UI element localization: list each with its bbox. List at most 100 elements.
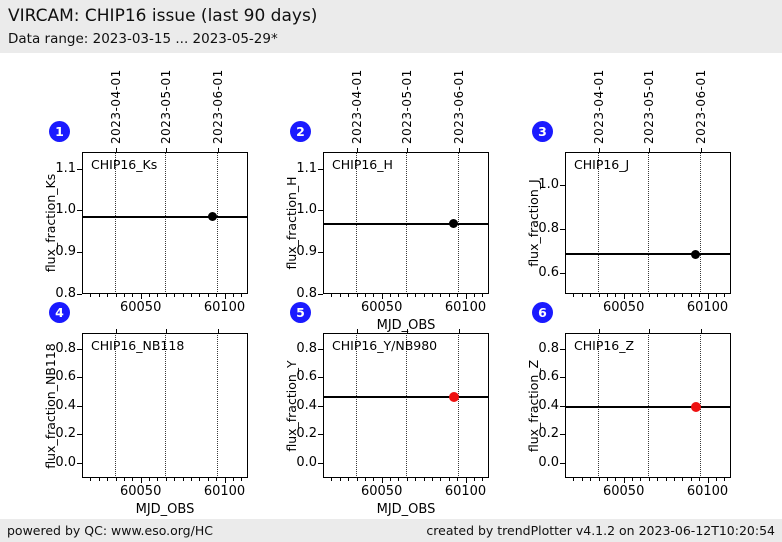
data-point — [448, 391, 459, 402]
y-major-tick — [560, 463, 565, 464]
page-title: VIRCAM: CHIP16 issue (last 90 days) — [8, 6, 318, 26]
y-tick-label: 0.9 — [296, 244, 317, 260]
date-tick-label: 2023-06-01 — [451, 69, 466, 144]
x-minor-tick — [673, 478, 675, 481]
top-date-tick — [115, 329, 117, 333]
x-minor-tick — [431, 478, 433, 481]
x-minor-tick — [665, 478, 667, 481]
x-minor-tick — [690, 294, 692, 297]
y-major-tick — [560, 229, 565, 231]
y-major-tick — [77, 463, 82, 464]
top-date-tick — [700, 329, 702, 333]
x-minor-tick — [415, 478, 417, 481]
x-minor-tick — [423, 294, 425, 297]
x-tick-label: 60100 — [686, 484, 729, 499]
x-tick-label: 60050 — [119, 300, 162, 315]
x-major-tick — [623, 294, 625, 299]
x-minor-tick — [190, 478, 192, 481]
x-minor-tick — [364, 478, 366, 481]
x-minor-tick — [431, 294, 433, 297]
x-minor-tick — [473, 478, 475, 481]
x-minor-tick — [98, 294, 100, 297]
top-date-tick — [356, 329, 358, 333]
y-axis-label: flux_fraction_J — [526, 179, 541, 267]
x-tick-label: 60100 — [444, 484, 487, 499]
y-tick-label: 0.2 — [296, 426, 317, 442]
x-major-tick — [224, 294, 226, 299]
y-axis-label: flux_fraction_Ks — [43, 173, 58, 273]
x-minor-tick — [615, 478, 617, 481]
x-minor-tick — [473, 294, 475, 297]
subplot-number-badge: 3 — [532, 121, 553, 142]
top-date-tick — [406, 329, 408, 333]
y-major-tick — [318, 210, 323, 212]
y-tick-label: 0.6 — [55, 369, 76, 385]
x-tick-label: 60050 — [360, 300, 403, 315]
x-tick-label: 60050 — [119, 484, 162, 499]
x-major-tick — [381, 478, 383, 483]
subplot-number-badge: 5 — [290, 302, 311, 323]
top-date-tick — [406, 148, 408, 152]
x-minor-tick — [648, 478, 650, 481]
x-tick-label: 60050 — [360, 484, 403, 499]
x-minor-tick — [598, 478, 600, 481]
x-minor-tick — [648, 294, 650, 297]
y-major-tick — [560, 348, 565, 350]
x-major-tick — [140, 478, 142, 483]
y-major-tick — [560, 185, 565, 187]
x-minor-tick — [199, 478, 201, 481]
x-major-tick — [140, 294, 142, 299]
y-tick-label: 0.4 — [296, 397, 317, 413]
data-point — [208, 212, 218, 222]
x-minor-tick — [632, 294, 634, 297]
x-minor-tick — [373, 294, 375, 297]
x-minor-tick — [356, 478, 358, 481]
x-tick-label: 60100 — [203, 300, 246, 315]
x-minor-tick — [398, 294, 400, 297]
x-axis-label: MJD_OBS — [376, 318, 436, 333]
data-point — [690, 402, 701, 413]
y-major-tick — [77, 405, 82, 407]
x-minor-tick — [90, 294, 92, 297]
plot-title: CHIP16_Y/NB980 — [332, 338, 438, 353]
x-minor-tick — [149, 294, 151, 297]
average-line — [82, 215, 248, 218]
x-minor-tick — [440, 478, 442, 481]
y-major-tick — [318, 463, 323, 464]
x-minor-tick — [724, 478, 726, 481]
y-major-tick — [318, 294, 323, 295]
y-major-tick — [560, 273, 565, 275]
y-major-tick — [77, 294, 82, 295]
date-gridline — [115, 152, 117, 294]
footer-created-by: created by trendPlotter v4.1.2 on 2023-0… — [426, 523, 775, 538]
y-major-tick — [318, 168, 323, 170]
x-major-tick — [465, 478, 467, 483]
x-minor-tick — [190, 294, 192, 297]
x-minor-tick — [448, 294, 450, 297]
x-minor-tick — [348, 294, 350, 297]
x-tick-label: 60050 — [602, 484, 645, 499]
x-minor-tick — [157, 294, 159, 297]
x-minor-tick — [598, 294, 600, 297]
y-tick-label: 0.0 — [296, 455, 317, 470]
x-minor-tick — [448, 478, 450, 481]
plot-title: CHIP16_J — [574, 157, 630, 172]
y-major-tick — [77, 252, 82, 254]
plot-frame — [565, 152, 731, 294]
plot-title: CHIP16_NB118 — [91, 338, 185, 353]
x-minor-tick — [149, 478, 151, 481]
x-minor-tick — [216, 294, 218, 297]
y-major-tick — [560, 405, 565, 407]
date-gridline — [700, 152, 702, 294]
x-minor-tick — [207, 294, 209, 297]
date-tick-label: 2023-04-01 — [108, 69, 123, 144]
x-minor-tick — [724, 294, 726, 297]
x-minor-tick — [356, 294, 358, 297]
x-minor-tick — [406, 294, 408, 297]
date-gridline — [217, 333, 219, 478]
y-tick-label: 0.6 — [296, 369, 317, 385]
y-axis-label: flux_fraction_H — [284, 176, 299, 270]
y-major-tick — [77, 434, 82, 436]
y-major-tick — [77, 348, 82, 350]
